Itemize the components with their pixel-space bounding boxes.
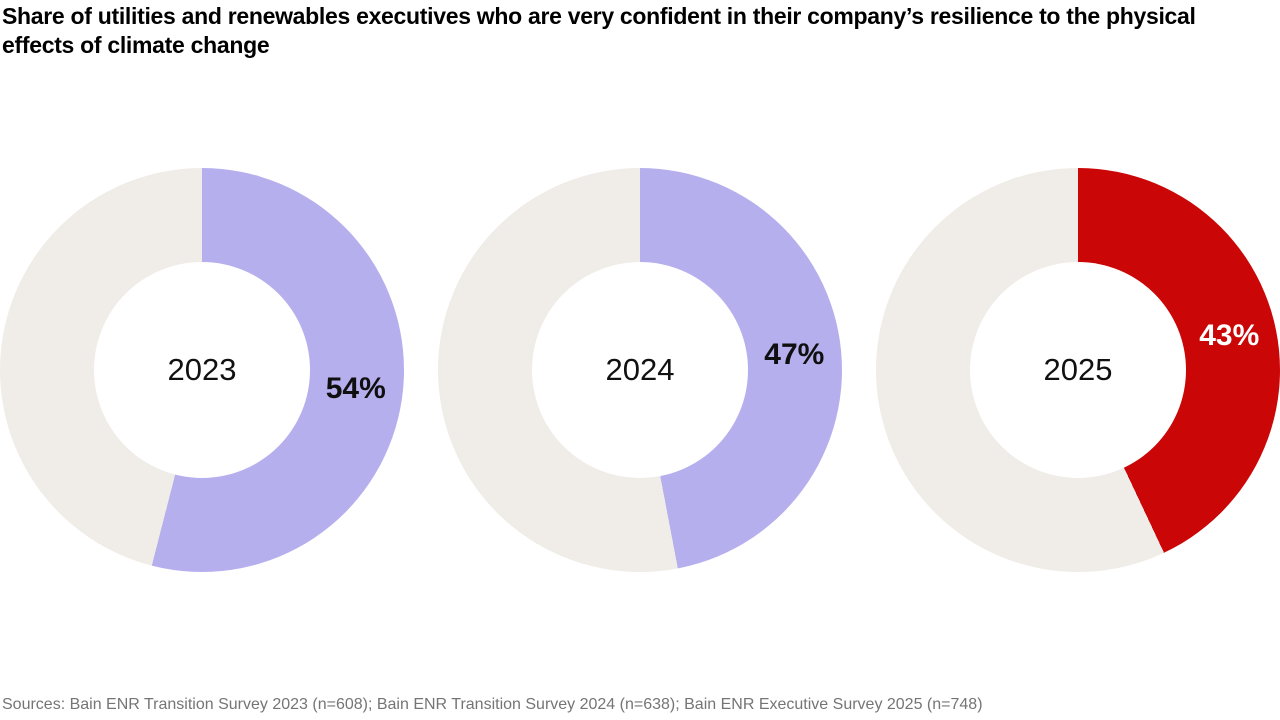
donut-2025: 2025 43% [876, 168, 1280, 572]
source-note: Sources: Bain ENR Transition Survey 2023… [2, 696, 983, 713]
donut-2025-hole [970, 262, 1186, 478]
donut-2024-hole [532, 262, 748, 478]
donut-2024-year-label: 2024 [605, 352, 675, 387]
donut-2024-value-label: 47% [764, 338, 825, 372]
donut-chart-row: 2023 54% 2024 47% 2025 43% [0, 168, 1280, 572]
donut-2024: 2024 47% [438, 168, 842, 572]
donut-2025-value-label: 43% [1199, 319, 1260, 353]
chart-title: Share of utilities and renewables execut… [2, 3, 1196, 58]
donut-2023-year-label: 2023 [167, 352, 237, 387]
donut-2023-hole [94, 262, 310, 478]
donut-2025-year-label: 2025 [1043, 352, 1113, 387]
donut-2023: 2023 54% [0, 168, 404, 572]
donut-2023-value-label: 54% [325, 372, 386, 406]
